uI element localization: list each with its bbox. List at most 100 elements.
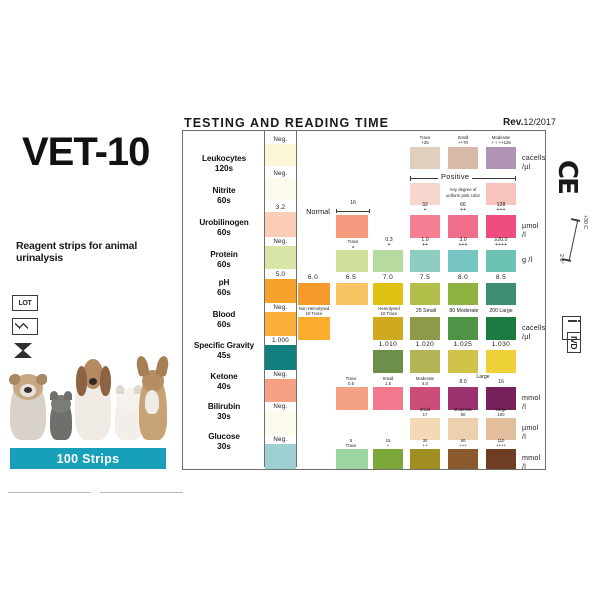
color-swatch	[486, 183, 516, 205]
cell-label: 66	[460, 202, 466, 208]
cell-label: +	[387, 242, 391, 248]
ref-cell-specific-gravity: 1.000	[265, 336, 296, 370]
color-swatch	[486, 449, 516, 469]
ivd-icon: IVD	[567, 332, 581, 354]
color-swatch	[448, 317, 478, 340]
cell-label: 4.0	[422, 381, 428, 386]
cell-label: 0.3	[385, 237, 393, 243]
color-swatch	[410, 387, 440, 410]
color-swatch	[448, 283, 478, 305]
regulatory-symbol-rail: CE +30 C 2-8° IVD	[548, 160, 594, 440]
test-name-leukocytes: Leukocytes 120s	[201, 154, 247, 173]
color-swatch	[448, 449, 478, 469]
cell-label: Trace	[347, 239, 359, 244]
cell-label: 7.0	[382, 274, 394, 281]
color-swatch	[410, 147, 440, 169]
revision-prefix: Rev.	[503, 117, 524, 128]
temp-high-label: +30 C	[582, 215, 588, 229]
cell-label: 0.5	[348, 381, 354, 386]
color-swatch	[373, 317, 403, 340]
dog-bulldog	[9, 374, 47, 440]
cell-label: Moderate	[453, 407, 473, 412]
color-swatch	[410, 418, 440, 440]
cell-label: 8.0	[459, 379, 467, 385]
normal-label: Normal	[306, 207, 330, 216]
dog-basset-hound	[75, 359, 111, 440]
cell-label: Small	[457, 135, 469, 140]
cell-label: ≥20.0	[494, 237, 508, 243]
cell-label: 10 Trace	[305, 311, 323, 316]
cell-label: Hemolysed	[378, 306, 400, 311]
cell-label: 16	[498, 379, 504, 385]
test-name-urobilinogen: Urobilinogen 60s	[199, 218, 249, 237]
cell-label: Small	[419, 407, 431, 412]
positive-note-line2: uniform pink color	[446, 193, 480, 198]
test-name-nitrite: Nitrite 60s	[212, 186, 236, 205]
divider-mid	[100, 492, 183, 493]
test-name-protein: Protein 60s	[210, 250, 238, 269]
product-subtitle: Reagent strips for animal urinalysis	[16, 240, 138, 264]
color-swatch	[298, 317, 330, 340]
pack-size-badge: 100 Strips	[10, 448, 166, 469]
manufacturer-icon	[12, 318, 38, 335]
ref-cell-protein: Neg.	[265, 237, 296, 269]
cell-label: 6.5	[345, 274, 357, 281]
color-swatch	[448, 250, 478, 272]
color-swatch	[410, 283, 440, 305]
color-swatch	[448, 350, 478, 373]
cell-label: 1.025	[453, 341, 473, 348]
unit-label: µmol /l	[522, 423, 539, 441]
color-swatch	[410, 250, 440, 272]
ref-cell-urobilinogen: 3.2	[265, 203, 296, 237]
test-name-bilirubin: Bilirubin 30s	[207, 402, 241, 421]
cell-label: 110	[497, 438, 505, 443]
cell-label: 1.5	[385, 381, 391, 386]
cell-label: 50	[460, 412, 466, 417]
unit-label: mmol /l	[522, 453, 541, 471]
color-swatch	[410, 350, 440, 373]
ref-cell-bilirubin: Neg.	[265, 402, 296, 435]
color-swatch	[486, 317, 516, 340]
cell-label: 5	[349, 438, 353, 443]
test-name-glucose: Glucose 30s	[208, 432, 240, 451]
test-name-ph: pH 60s	[217, 278, 231, 297]
unit-label: caċells /µl	[522, 323, 546, 341]
color-swatch	[336, 449, 368, 469]
cell-label: Trace	[345, 443, 357, 448]
ref-cell-leukocytes: Neg.	[265, 135, 296, 166]
color-swatch	[448, 147, 478, 169]
urobilinogen-range-bar	[336, 207, 370, 213]
cell-label: Moderate	[415, 376, 435, 381]
lot-icon: LOT	[12, 295, 46, 311]
cell-label: ++	[422, 443, 428, 448]
ref-cell-ph: 5.0	[265, 270, 296, 303]
cell-label: +	[423, 207, 427, 213]
cell-label: +++	[496, 207, 506, 213]
color-swatch	[373, 283, 403, 305]
cell-label: ++++	[495, 443, 507, 448]
cell-label: Trace	[419, 135, 431, 140]
cell-label: ++	[421, 242, 429, 248]
test-name-blood: Blood 60s	[212, 310, 236, 329]
color-swatch	[410, 183, 440, 205]
cell-label: 1.030	[491, 341, 511, 348]
color-swatch	[336, 250, 368, 272]
cat-persian	[115, 385, 143, 440]
cell-label: Large	[495, 407, 507, 412]
unit-label: mmol /l	[522, 393, 541, 411]
cell-label: ±	[351, 244, 355, 249]
cell-label: 8.0	[457, 274, 469, 281]
cell-label: 1.020	[415, 341, 435, 348]
color-swatch	[373, 387, 403, 410]
temp-low-label: 2-8°	[558, 254, 564, 264]
cell-label: 3.0	[459, 237, 467, 243]
divider-left	[8, 492, 91, 493]
ref-cell-ketone: Neg.	[265, 370, 296, 402]
unit-label: g /l	[522, 255, 533, 264]
cell-label: 60	[460, 438, 466, 443]
page-title: VET-10	[22, 130, 150, 174]
ref-cell-nitrite: Neg.	[265, 169, 296, 200]
cat-kitten	[50, 391, 72, 440]
color-swatch	[373, 449, 403, 469]
animal-photo-group	[8, 352, 170, 440]
